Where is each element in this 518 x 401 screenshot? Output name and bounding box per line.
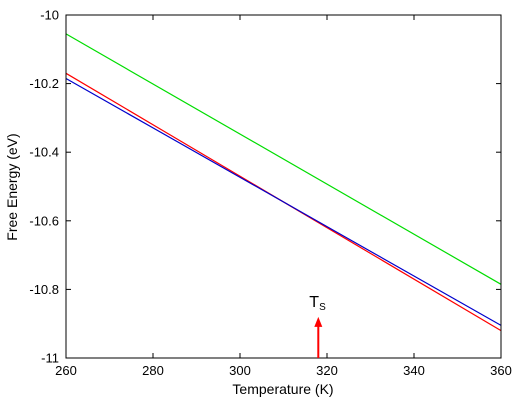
plot-area [66,15,501,358]
y-tick-label: -11 [41,351,59,366]
x-tick-label: 320 [316,363,338,378]
y-tick-label: -10.2 [29,76,59,91]
y-axis-label: Free Energy (eV) [4,133,20,240]
y-tick-label: -10.6 [29,213,59,228]
ts-annotation-subscript: S [319,302,326,313]
y-tick-label: -10 [40,8,59,23]
ts-annotation-text: T [309,294,319,311]
x-axis-label: Temperature (K) [232,381,333,397]
x-tick-label: 280 [142,363,164,378]
y-tick-label: -10.8 [29,282,59,297]
series-line-3 [65,77,502,326]
ticks-layer: 260 280 300 320 340 360 -10 -10.2 -10.4 -10.6 -10.… [29,8,511,379]
x-tick-label: 260 [55,363,77,378]
x-tick-label: 340 [403,363,425,378]
plot-frame [65,14,502,359]
annotation-layer: TS [309,294,326,358]
x-tick-label: 360 [490,363,512,378]
series-line-1 [65,33,502,285]
ts-arrow-head [314,316,323,327]
ts-annotation-label: TS [309,294,326,313]
series-layer [65,33,502,332]
y-tick-label: -10.4 [29,145,59,160]
x-tick-label: 300 [229,363,251,378]
